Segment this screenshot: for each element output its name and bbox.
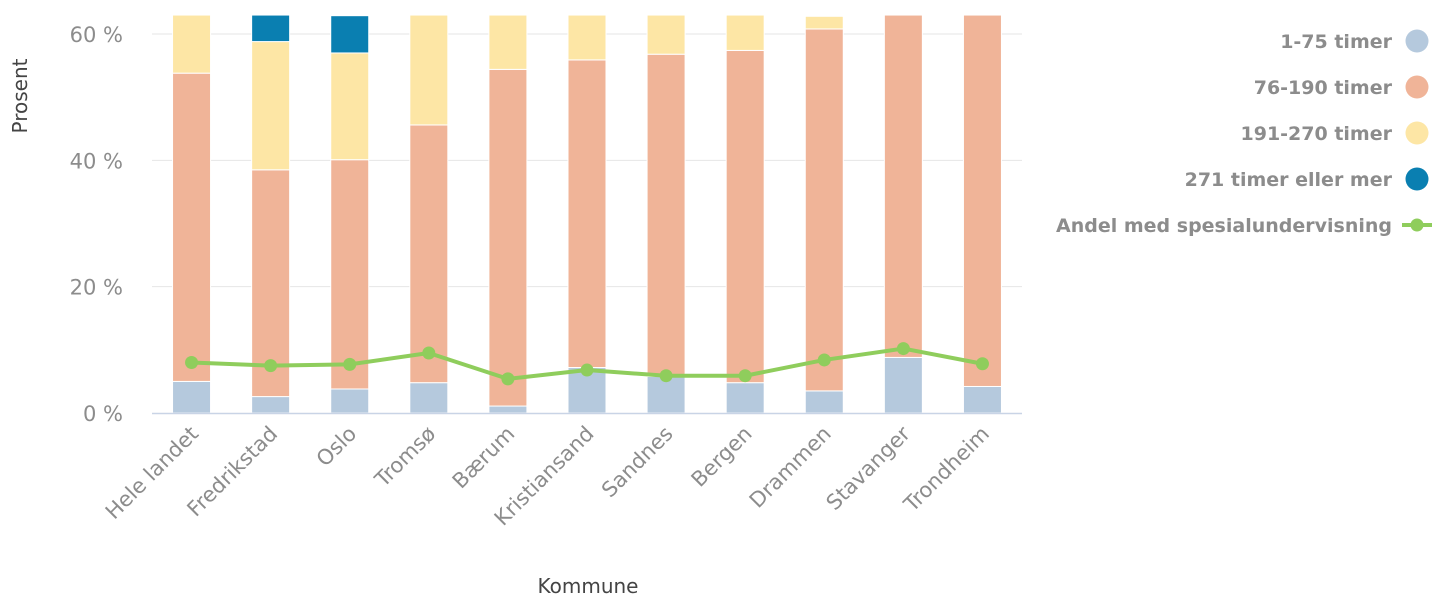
bar-segment	[330, 52, 370, 161]
bar-segment	[409, 14, 449, 126]
legend-label: 271 timer eller mer	[1185, 169, 1393, 191]
legend-label: 191-270 timer	[1241, 123, 1393, 145]
x-tick-label: Bergen	[687, 422, 757, 492]
bar-segment	[172, 380, 212, 414]
bar-segment	[804, 390, 844, 414]
bar-segment	[883, 14, 923, 358]
line-point	[264, 359, 278, 373]
bar-segment	[488, 14, 528, 70]
bar-segment	[330, 159, 370, 390]
y-axis-title: Prosent	[8, 58, 32, 133]
legend-label: Andel med spesialundervisning	[1056, 215, 1392, 237]
x-axis-title: Kommune	[538, 574, 639, 596]
line-point	[817, 353, 831, 367]
legend-item[interactable]: 1-75 timer	[1280, 29, 1429, 54]
y-tick-label: 0 %	[83, 402, 123, 426]
bar-segment	[330, 15, 370, 54]
bar-segment	[567, 59, 607, 369]
bar-segment	[962, 14, 1002, 387]
bar-segment	[172, 72, 212, 382]
legend-item[interactable]: 76-190 timer	[1254, 75, 1429, 100]
y-tick-label: 40 %	[70, 149, 123, 173]
bar-segment	[488, 68, 528, 407]
bar-segment	[725, 382, 765, 414]
legend-item[interactable]: 191-270 timer	[1241, 121, 1429, 146]
bar-segment	[646, 53, 686, 377]
legend-marker	[1405, 121, 1429, 145]
legend-marker	[1405, 75, 1429, 99]
y-tick-label: 20 %	[70, 276, 123, 300]
legend-marker	[1405, 29, 1429, 53]
y-tick-label: 60 %	[70, 23, 123, 47]
bar-segment	[330, 388, 370, 414]
bar-segment	[251, 396, 291, 414]
bar-segment	[804, 28, 844, 392]
bar-segment	[567, 14, 607, 61]
x-tick-label: Bærum	[448, 422, 520, 494]
line-point	[896, 342, 910, 356]
line-point	[975, 357, 989, 371]
line-point	[343, 357, 357, 371]
bar-segment	[251, 14, 291, 43]
bar-segment	[646, 14, 686, 55]
line-series	[185, 342, 989, 386]
x-tick-label: Sandnes	[597, 422, 678, 503]
bar-segment	[646, 375, 686, 414]
line-point	[738, 369, 752, 383]
bar-segment	[883, 356, 923, 414]
line-point	[659, 369, 673, 383]
bars	[172, 14, 1002, 414]
bar-segment	[409, 382, 449, 414]
x-tick-label: Oslo	[312, 422, 362, 472]
line-point	[580, 363, 594, 377]
x-tick-label: Tromsø	[370, 421, 441, 492]
legend-item[interactable]: 271 timer eller mer	[1185, 167, 1429, 192]
x-tick-label: Trondheim	[899, 422, 994, 517]
legend-point-marker	[1410, 218, 1424, 232]
bar-segment	[251, 41, 291, 171]
bar-segment	[962, 385, 1002, 414]
bar-segment	[725, 49, 765, 384]
legend-item[interactable]: Andel med spesialundervisning	[1056, 215, 1432, 237]
bar-segment	[488, 405, 528, 414]
legend[interactable]: 1-75 timer 76-190 timer 191-270 timer 271 t…	[1056, 29, 1432, 238]
bar-segment	[172, 14, 212, 74]
line-point	[185, 355, 199, 369]
bar-segment	[409, 124, 449, 384]
line-point	[422, 346, 436, 360]
bar-segment	[725, 14, 765, 51]
legend-label: 1-75 timer	[1280, 31, 1392, 53]
bar-segment	[804, 15, 844, 30]
line-point	[501, 372, 515, 386]
legend-label: 76-190 timer	[1254, 77, 1393, 99]
legend-marker	[1405, 167, 1429, 191]
